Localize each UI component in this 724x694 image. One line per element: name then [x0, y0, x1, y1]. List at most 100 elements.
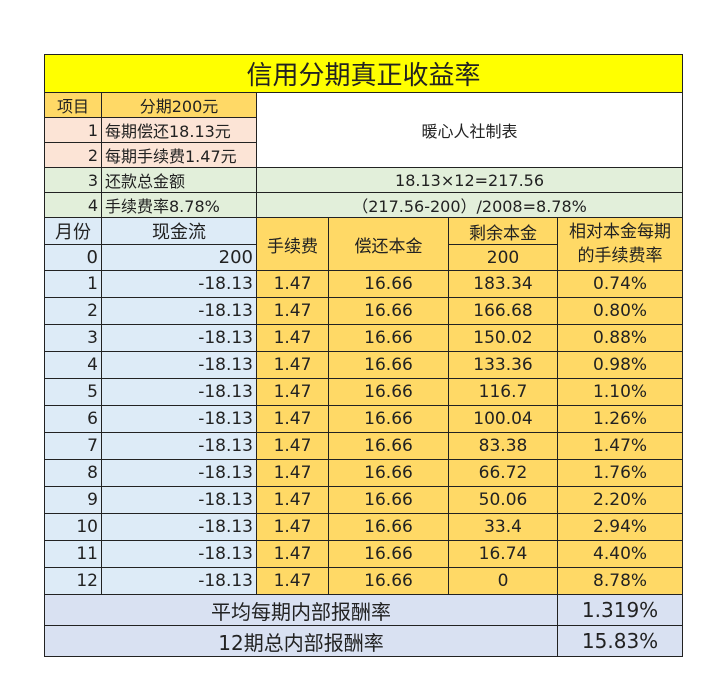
col-cashflow: 现金流 — [101, 217, 257, 245]
info-no: 4 — [44, 192, 102, 218]
header-value: 分期200元 — [101, 92, 257, 118]
cell-fee: 1.47 — [256, 513, 329, 541]
cell-month: 7 — [44, 432, 102, 460]
cell-cashflow: -18.13 — [101, 540, 257, 568]
maker-credit: 暖心人社制表 — [255, 92, 684, 168]
cell-fee: 1.47 — [256, 378, 329, 406]
avg-irr-label: 平均每期内部报酬率 — [44, 594, 558, 626]
cell-principal-paid: 16.66 — [328, 405, 449, 433]
total-irr-value: 15.83% — [556, 625, 684, 657]
cell-cashflow: -18.13 — [101, 486, 257, 514]
cell-month: 3 — [44, 324, 102, 352]
col-fee: 手续费 — [256, 217, 329, 271]
col-rate: 相对本金每期的手续费率 — [556, 217, 684, 271]
table-row: 5 -18.13 1.47 16.66 116.7 1.10% — [44, 378, 684, 406]
cell-cashflow: -18.13 — [101, 297, 257, 325]
cell-fee: 1.47 — [256, 405, 329, 433]
initial-cashflow: 200 — [101, 244, 257, 271]
cell-fee: 1.47 — [256, 432, 329, 460]
table-row: 8 -18.13 1.47 16.66 66.72 1.76% — [44, 459, 684, 487]
info-label: 每期偿还18.13元 — [101, 117, 257, 143]
table-row: 3 -18.13 1.47 16.66 150.02 0.88% — [44, 324, 684, 352]
cell-cashflow: -18.13 — [101, 432, 257, 460]
cell-rate: 2.20% — [556, 486, 684, 514]
cell-principal-paid: 16.66 — [328, 513, 449, 541]
cell-principal-paid: 16.66 — [328, 540, 449, 568]
cell-cashflow: -18.13 — [101, 378, 257, 406]
info-formula: 18.13×12=217.56 — [255, 167, 684, 193]
cell-remaining: 50.06 — [448, 486, 558, 514]
cell-principal-paid: 16.66 — [328, 324, 449, 352]
col-remaining: 剩余本金 — [448, 217, 558, 245]
info-no: 1 — [44, 117, 102, 143]
header-item: 项目 — [44, 92, 102, 118]
cell-principal-paid: 16.66 — [328, 378, 449, 406]
cell-rate: 0.98% — [556, 351, 684, 379]
table-row: 11 -18.13 1.47 16.66 16.74 4.40% — [44, 540, 684, 568]
col-principal-paid: 偿还本金 — [328, 217, 449, 271]
cell-month: 5 — [44, 378, 102, 406]
cell-remaining: 0 — [448, 567, 558, 595]
table-row: 2 -18.13 1.47 16.66 166.68 0.80% — [44, 297, 684, 325]
cell-rate: 1.47% — [556, 432, 684, 460]
table-row: 6 -18.13 1.47 16.66 100.04 1.26% — [44, 405, 684, 433]
table-row: 9 -18.13 1.47 16.66 50.06 2.20% — [44, 486, 684, 514]
cell-principal-paid: 16.66 — [328, 567, 449, 595]
cell-cashflow: -18.13 — [101, 351, 257, 379]
cell-principal-paid: 16.66 — [328, 297, 449, 325]
cell-fee: 1.47 — [256, 351, 329, 379]
cell-rate: 1.26% — [556, 405, 684, 433]
cell-month: 10 — [44, 513, 102, 541]
cell-remaining: 100.04 — [448, 405, 558, 433]
table-row: 7 -18.13 1.47 16.66 83.38 1.47% — [44, 432, 684, 460]
info-no: 3 — [44, 167, 102, 193]
cell-fee: 1.47 — [256, 540, 329, 568]
cell-month: 8 — [44, 459, 102, 487]
cell-remaining: 183.34 — [448, 270, 558, 298]
initial-month: 0 — [44, 244, 102, 271]
cell-fee: 1.47 — [256, 324, 329, 352]
info-label: 每期手续费1.47元 — [101, 142, 257, 168]
table-row: 4 -18.13 1.47 16.66 133.36 0.98% — [44, 351, 684, 379]
cell-remaining: 16.74 — [448, 540, 558, 568]
cell-month: 2 — [44, 297, 102, 325]
cell-cashflow: -18.13 — [101, 459, 257, 487]
cell-rate: 4.40% — [556, 540, 684, 568]
cell-fee: 1.47 — [256, 459, 329, 487]
cell-rate: 1.76% — [556, 459, 684, 487]
cell-cashflow: -18.13 — [101, 270, 257, 298]
cell-month: 9 — [44, 486, 102, 514]
cell-principal-paid: 16.66 — [328, 351, 449, 379]
installment-yield-table: 信用分期真正收益率 项目 分期200元 暖心人社制表 1 每期偿还18.13元 2… — [43, 54, 684, 657]
cell-month: 1 — [44, 270, 102, 298]
cell-remaining: 116.7 — [448, 378, 558, 406]
cell-fee: 1.47 — [256, 567, 329, 595]
cell-rate: 2.94% — [556, 513, 684, 541]
cell-cashflow: -18.13 — [101, 567, 257, 595]
info-formula: （217.56-200）/2008=8.78% — [255, 192, 684, 218]
cell-rate: 1.10% — [556, 378, 684, 406]
table-row: 12 -18.13 1.47 16.66 0 8.78% — [44, 567, 684, 595]
cell-principal-paid: 16.66 — [328, 432, 449, 460]
cell-rate: 0.74% — [556, 270, 684, 298]
cell-fee: 1.47 — [256, 486, 329, 514]
cell-remaining: 33.4 — [448, 513, 558, 541]
cell-cashflow: -18.13 — [101, 513, 257, 541]
cell-rate: 8.78% — [556, 567, 684, 595]
info-label: 手续费率8.78% — [101, 192, 257, 218]
cell-remaining: 166.68 — [448, 297, 558, 325]
cell-remaining: 150.02 — [448, 324, 558, 352]
cell-month: 6 — [44, 405, 102, 433]
cell-remaining: 133.36 — [448, 351, 558, 379]
info-label: 还款总金额 — [101, 167, 257, 193]
table-row: 10 -18.13 1.47 16.66 33.4 2.94% — [44, 513, 684, 541]
col-month: 月份 — [44, 217, 102, 245]
avg-irr-value: 1.319% — [556, 594, 684, 626]
cell-principal-paid: 16.66 — [328, 486, 449, 514]
cell-rate: 0.80% — [556, 297, 684, 325]
cell-remaining: 66.72 — [448, 459, 558, 487]
cell-cashflow: -18.13 — [101, 405, 257, 433]
total-irr-label: 12期总内部报酬率 — [44, 625, 558, 657]
cell-cashflow: -18.13 — [101, 324, 257, 352]
initial-remaining: 200 — [448, 244, 558, 271]
